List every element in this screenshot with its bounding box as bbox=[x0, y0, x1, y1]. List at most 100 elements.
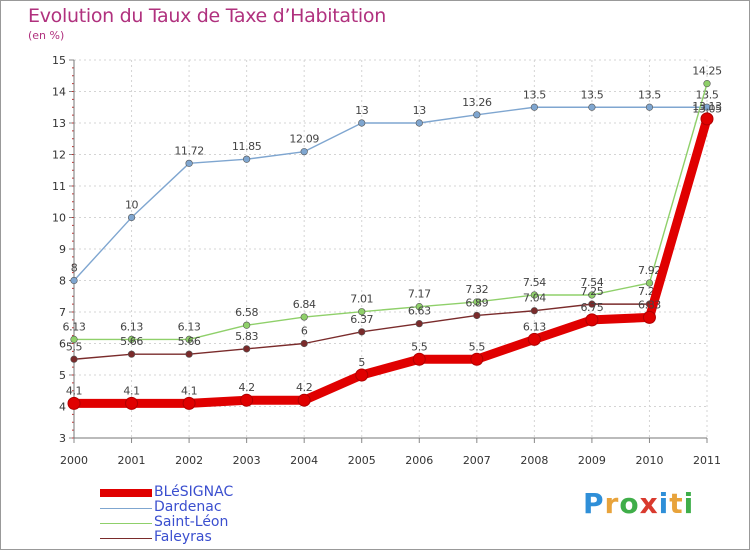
data-label: 13 bbox=[355, 104, 369, 117]
data-label: 5.5 bbox=[66, 340, 83, 353]
y-tick-label: 10 bbox=[52, 212, 66, 225]
data-point bbox=[645, 279, 654, 287]
data-point bbox=[70, 335, 78, 344]
logo-letter: o bbox=[619, 487, 640, 520]
data-label: 6.84 bbox=[293, 298, 316, 311]
y-tick-label: 7 bbox=[59, 306, 66, 319]
data-label: 6.13 bbox=[523, 320, 546, 333]
data-label: 7.32 bbox=[465, 283, 488, 296]
data-point bbox=[473, 298, 481, 306]
data-label: 5.66 bbox=[178, 335, 201, 348]
data-label: 7.01 bbox=[350, 293, 373, 306]
proxiti-logo[interactable]: Proxiti bbox=[583, 487, 694, 520]
data-label: 5.83 bbox=[235, 330, 258, 343]
data-label: 5.66 bbox=[120, 335, 143, 348]
x-tick-label: 2004 bbox=[290, 454, 318, 467]
data-label: 13.5 bbox=[638, 88, 661, 101]
y-tick-label: 15 bbox=[52, 54, 66, 67]
y-tick-label: 11 bbox=[52, 180, 66, 193]
data-point bbox=[243, 321, 251, 329]
legend-swatch-blesignac bbox=[100, 489, 152, 497]
data-point bbox=[585, 313, 599, 327]
x-tick-label: 2011 bbox=[693, 454, 721, 467]
data-point bbox=[185, 350, 193, 358]
legend-swatch-dardenac bbox=[100, 508, 152, 509]
data-point bbox=[70, 276, 78, 285]
data-point bbox=[243, 345, 251, 353]
data-label: 6.13 bbox=[63, 320, 86, 333]
data-label: 11.85 bbox=[232, 140, 262, 153]
data-point bbox=[127, 335, 136, 344]
data-point bbox=[415, 303, 423, 311]
x-tick-label: 2000 bbox=[60, 454, 88, 467]
series-line-1 bbox=[73, 106, 708, 282]
data-point bbox=[240, 393, 254, 407]
y-tick-label: 13 bbox=[52, 117, 66, 130]
data-point bbox=[243, 155, 251, 163]
y-tick-label: 6 bbox=[59, 338, 66, 351]
logo-letter: t bbox=[669, 487, 684, 520]
legend-label: Saint-Léon bbox=[154, 514, 229, 530]
data-point bbox=[588, 291, 596, 299]
data-label: 13.13 bbox=[692, 100, 722, 113]
data-label: 5.5 bbox=[411, 340, 428, 353]
legend-label: Dardenac bbox=[154, 499, 222, 515]
data-point bbox=[358, 308, 366, 316]
data-label: 6.13 bbox=[178, 320, 201, 333]
data-label: 13.5 bbox=[580, 88, 603, 101]
y-tick-label: 9 bbox=[59, 243, 66, 256]
y-tick-label: 14 bbox=[52, 86, 66, 99]
logo-letter: P bbox=[583, 487, 605, 520]
series-line-0 bbox=[69, 114, 712, 408]
data-label: 4.1 bbox=[66, 384, 82, 397]
x-tick-label: 2005 bbox=[348, 454, 376, 467]
data-point bbox=[70, 355, 78, 363]
data-point bbox=[185, 159, 193, 167]
data-point bbox=[300, 339, 308, 348]
data-label: 5.5 bbox=[469, 340, 486, 353]
data-point bbox=[645, 103, 654, 111]
data-label: 7.04 bbox=[523, 292, 546, 305]
data-label: 7.92 bbox=[638, 264, 661, 277]
data-point bbox=[415, 320, 423, 328]
data-point bbox=[182, 396, 196, 410]
data-point bbox=[412, 352, 426, 366]
chart-unit-label: (en %) bbox=[28, 29, 65, 42]
data-point bbox=[125, 396, 139, 410]
logo-letter: x bbox=[639, 487, 659, 520]
data-point bbox=[127, 213, 136, 222]
y-tick-label: 5 bbox=[59, 369, 66, 382]
data-label: 6.63 bbox=[408, 305, 431, 318]
y-tick-label: 4 bbox=[59, 401, 66, 414]
data-label: 6 bbox=[301, 325, 308, 338]
data-label: 6.13 bbox=[120, 320, 143, 333]
legend-swatch-faleyras bbox=[100, 538, 152, 539]
data-label: 5 bbox=[358, 356, 365, 369]
data-point bbox=[127, 350, 136, 358]
data-point bbox=[703, 80, 711, 88]
data-point bbox=[703, 103, 711, 111]
data-label: 4.1 bbox=[123, 384, 139, 397]
data-label: 13.05 bbox=[692, 102, 722, 115]
x-tick-label: 2007 bbox=[463, 454, 491, 467]
data-point bbox=[185, 335, 193, 344]
data-label: 6.75 bbox=[580, 301, 603, 314]
data-label: 10 bbox=[125, 199, 139, 212]
data-point bbox=[470, 352, 484, 366]
data-label: 6.37 bbox=[350, 313, 373, 326]
data-label: 6.58 bbox=[235, 306, 258, 319]
x-tick-label: 2003 bbox=[233, 454, 261, 467]
data-point bbox=[530, 291, 538, 299]
data-label: 6.83 bbox=[638, 298, 661, 311]
y-tick-label: 3 bbox=[59, 432, 66, 445]
x-tick-label: 2002 bbox=[175, 454, 203, 467]
data-label: 7.25 bbox=[580, 285, 603, 298]
data-point bbox=[530, 307, 538, 315]
data-label: 4.2 bbox=[238, 381, 254, 394]
series-line-2 bbox=[73, 82, 708, 341]
logo-letter: i bbox=[658, 487, 670, 520]
data-point bbox=[358, 119, 366, 127]
data-point bbox=[67, 396, 81, 410]
data-label: 7.54 bbox=[523, 276, 546, 289]
data-point bbox=[700, 112, 714, 126]
